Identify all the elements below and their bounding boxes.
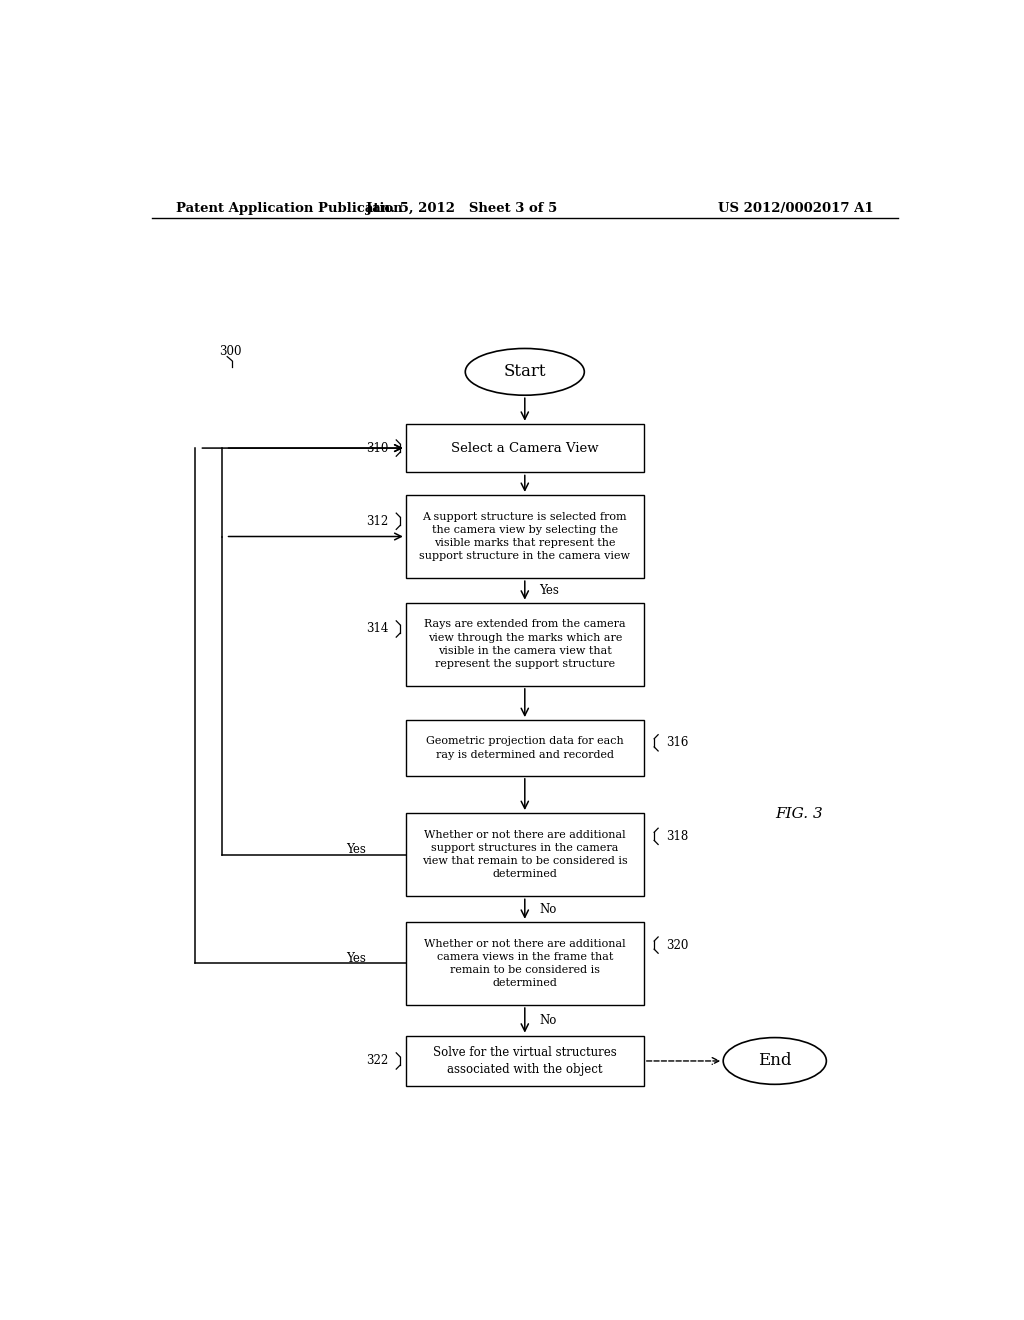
FancyBboxPatch shape bbox=[406, 495, 644, 578]
Text: Rays are extended from the camera
view through the marks which are
visible in th: Rays are extended from the camera view t… bbox=[424, 619, 626, 669]
Text: Yes: Yes bbox=[346, 843, 367, 857]
Text: 322: 322 bbox=[366, 1055, 388, 1068]
Text: FIG. 3: FIG. 3 bbox=[775, 807, 822, 821]
Text: 312: 312 bbox=[366, 515, 388, 528]
Text: 318: 318 bbox=[666, 830, 688, 843]
Text: 310: 310 bbox=[366, 442, 388, 454]
Text: Patent Application Publication: Patent Application Publication bbox=[176, 202, 402, 215]
Text: Jan. 5, 2012   Sheet 3 of 5: Jan. 5, 2012 Sheet 3 of 5 bbox=[366, 202, 557, 215]
Text: Yes: Yes bbox=[539, 583, 559, 597]
Text: 314: 314 bbox=[366, 623, 388, 635]
Text: 320: 320 bbox=[666, 939, 688, 952]
Text: 316: 316 bbox=[666, 737, 688, 750]
Text: Select a Camera View: Select a Camera View bbox=[451, 442, 599, 454]
Text: 300: 300 bbox=[219, 345, 242, 358]
FancyBboxPatch shape bbox=[406, 424, 644, 473]
FancyBboxPatch shape bbox=[406, 1036, 644, 1086]
FancyBboxPatch shape bbox=[406, 813, 644, 896]
Text: A support structure is selected from
the camera view by selecting the
visible ma: A support structure is selected from the… bbox=[419, 512, 631, 561]
Text: Solve for the virtual structures
associated with the object: Solve for the virtual structures associa… bbox=[433, 1045, 616, 1076]
Text: Yes: Yes bbox=[346, 952, 367, 965]
Text: Start: Start bbox=[504, 363, 546, 380]
Text: Whether or not there are additional
camera views in the frame that
remain to be : Whether or not there are additional came… bbox=[424, 939, 626, 989]
Ellipse shape bbox=[465, 348, 585, 395]
FancyBboxPatch shape bbox=[406, 921, 644, 1005]
Text: No: No bbox=[539, 903, 556, 916]
Text: No: No bbox=[539, 1014, 556, 1027]
Text: US 2012/0002017 A1: US 2012/0002017 A1 bbox=[719, 202, 873, 215]
Text: End: End bbox=[758, 1052, 792, 1069]
Text: Whether or not there are additional
support structures in the camera
view that r: Whether or not there are additional supp… bbox=[422, 830, 628, 879]
FancyBboxPatch shape bbox=[406, 602, 644, 686]
Ellipse shape bbox=[723, 1038, 826, 1084]
FancyBboxPatch shape bbox=[406, 719, 644, 776]
Text: Geometric projection data for each
ray is determined and recorded: Geometric projection data for each ray i… bbox=[426, 737, 624, 759]
